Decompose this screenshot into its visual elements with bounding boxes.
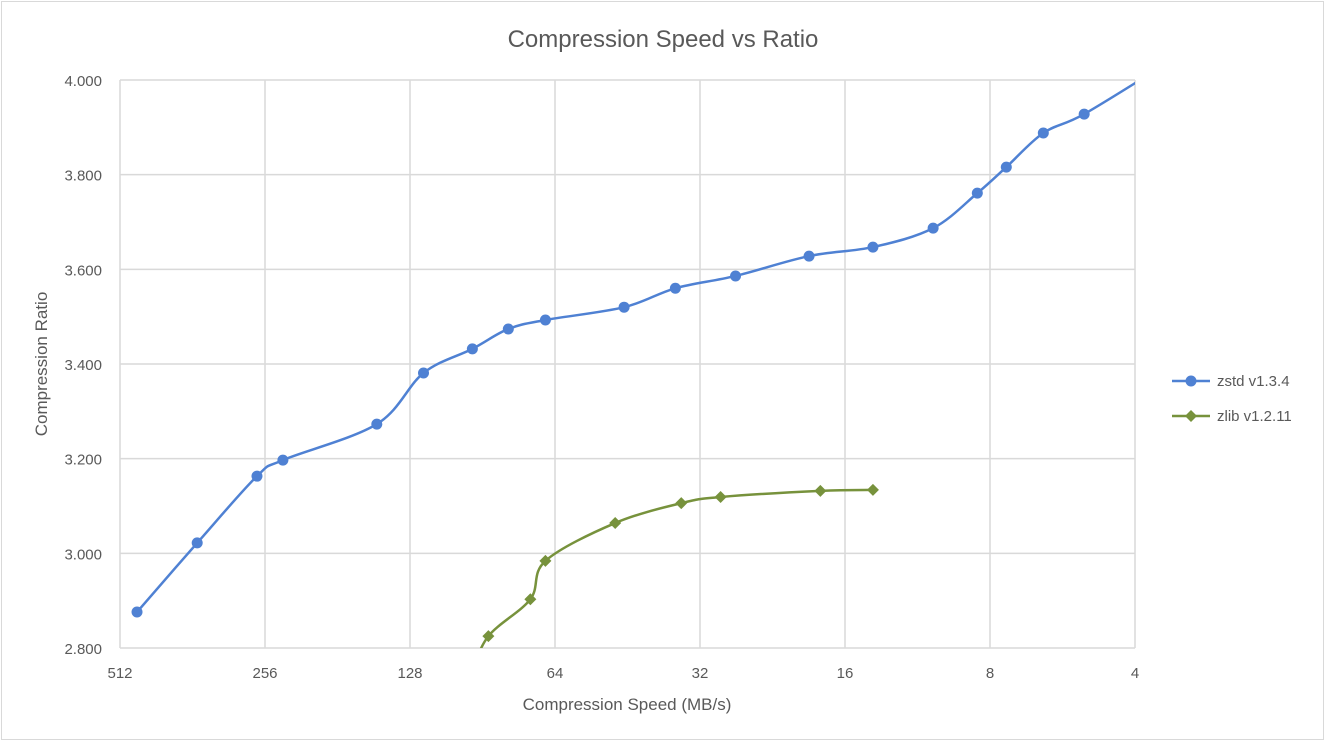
data-point bbox=[482, 630, 495, 643]
y-tick-label: 3.800 bbox=[64, 168, 102, 185]
x-tick-label: 8 bbox=[986, 665, 994, 682]
x-tick-label: 16 bbox=[837, 665, 854, 682]
x-tick-label: 128 bbox=[397, 665, 422, 682]
data-point bbox=[803, 250, 815, 262]
data-point bbox=[609, 517, 622, 530]
x-tick-label: 64 bbox=[547, 665, 564, 682]
data-point bbox=[539, 314, 551, 326]
x-tick-label: 32 bbox=[692, 665, 709, 682]
legend-label: zstd v1.3.4 bbox=[1217, 373, 1290, 390]
data-point bbox=[371, 418, 383, 430]
data-point bbox=[524, 593, 537, 606]
series-line bbox=[136, 81, 1135, 613]
legend-marker bbox=[1185, 410, 1197, 422]
y-tick-label: 3.600 bbox=[64, 262, 102, 279]
x-axis-label: Compression Speed (MB/s) bbox=[523, 695, 732, 714]
data-point bbox=[418, 367, 430, 379]
data-point bbox=[131, 606, 143, 618]
y-tick-label: 2.800 bbox=[64, 641, 102, 658]
data-point bbox=[866, 483, 879, 496]
y-tick-label: 4.000 bbox=[64, 73, 102, 90]
data-point bbox=[927, 222, 939, 234]
data-point bbox=[277, 454, 289, 466]
y-tick-label: 3.000 bbox=[64, 546, 102, 563]
data-point bbox=[714, 491, 727, 504]
y-axis-label: Compression Ratio bbox=[32, 292, 51, 437]
data-point bbox=[669, 282, 681, 294]
x-tick-label: 256 bbox=[252, 665, 277, 682]
data-point bbox=[251, 470, 263, 482]
data-point bbox=[730, 270, 742, 282]
data-point bbox=[466, 343, 478, 355]
data-point bbox=[539, 554, 552, 567]
y-tick-label: 3.400 bbox=[64, 357, 102, 374]
chart-title: Compression Speed vs Ratio bbox=[508, 26, 819, 53]
legend-label: zlib v1.2.11 bbox=[1217, 408, 1292, 425]
data-point bbox=[814, 484, 827, 497]
data-point bbox=[1000, 161, 1012, 173]
x-tick-label: 4 bbox=[1131, 665, 1139, 682]
data-point bbox=[1037, 127, 1049, 139]
data-point bbox=[191, 537, 203, 549]
data-point bbox=[675, 497, 688, 510]
legend-marker bbox=[1185, 375, 1197, 387]
data-point bbox=[867, 241, 879, 253]
x-tick-label: 512 bbox=[107, 665, 132, 682]
y-tick-label: 3.200 bbox=[64, 452, 102, 469]
data-point bbox=[971, 187, 983, 199]
data-point bbox=[1078, 108, 1090, 120]
data-point bbox=[618, 301, 630, 313]
data-point bbox=[502, 323, 514, 335]
